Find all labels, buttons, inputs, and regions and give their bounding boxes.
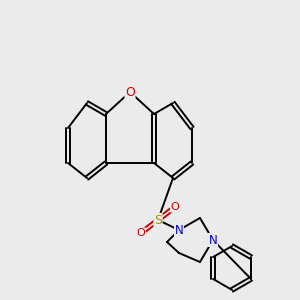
Text: N: N — [208, 233, 217, 247]
Text: O: O — [136, 228, 146, 238]
Text: S: S — [154, 214, 162, 226]
Text: O: O — [171, 202, 179, 212]
Text: N: N — [175, 224, 183, 236]
Text: O: O — [125, 85, 135, 98]
